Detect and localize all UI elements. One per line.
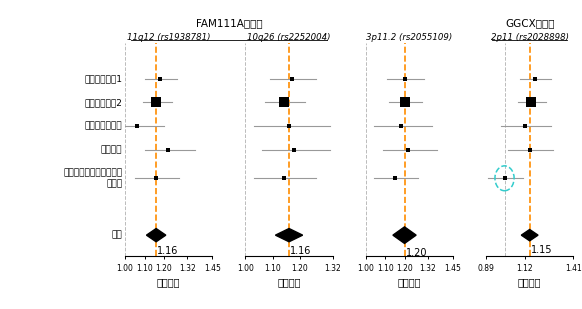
Text: 京都大・秋田大: 京都大・秋田大: [84, 122, 122, 131]
Text: 1.15: 1.15: [531, 245, 552, 255]
Polygon shape: [275, 229, 303, 242]
Text: 1.20: 1.20: [406, 248, 427, 258]
Title: 10q26 (rs2252004): 10q26 (rs2252004): [247, 33, 331, 42]
Text: GGCX遵伝子: GGCX遵伝子: [505, 18, 555, 28]
Text: 1.16: 1.16: [157, 246, 179, 256]
Title: 2p11 (rs2028898): 2p11 (rs2028898): [491, 33, 569, 42]
Title: 11q12 (rs1938781): 11q12 (rs1938781): [127, 33, 211, 42]
Text: FAM111A遵伝子: FAM111A遵伝子: [196, 18, 262, 28]
X-axis label: オッズ比: オッズ比: [518, 277, 541, 287]
X-axis label: オッズ比: オッズ比: [398, 277, 421, 287]
Title: 3p11.2 (rs2055109): 3p11.2 (rs2055109): [366, 33, 452, 42]
X-axis label: オッズ比: オッズ比: [277, 277, 301, 287]
Polygon shape: [147, 229, 166, 242]
Text: ハワイ・カリフォルニア
日系人: ハワイ・カリフォルニア 日系人: [63, 169, 122, 188]
Polygon shape: [393, 227, 416, 243]
Polygon shape: [521, 230, 538, 241]
Text: バイオバンク2: バイオバンク2: [84, 98, 122, 107]
Text: 慈恵医大: 慈恵医大: [101, 145, 122, 154]
X-axis label: オッズ比: オッズ比: [157, 277, 180, 287]
Text: バイオバンク1: バイオバンク1: [84, 74, 122, 83]
Text: 合計: 合計: [112, 231, 122, 240]
Text: 1.16: 1.16: [290, 246, 311, 256]
